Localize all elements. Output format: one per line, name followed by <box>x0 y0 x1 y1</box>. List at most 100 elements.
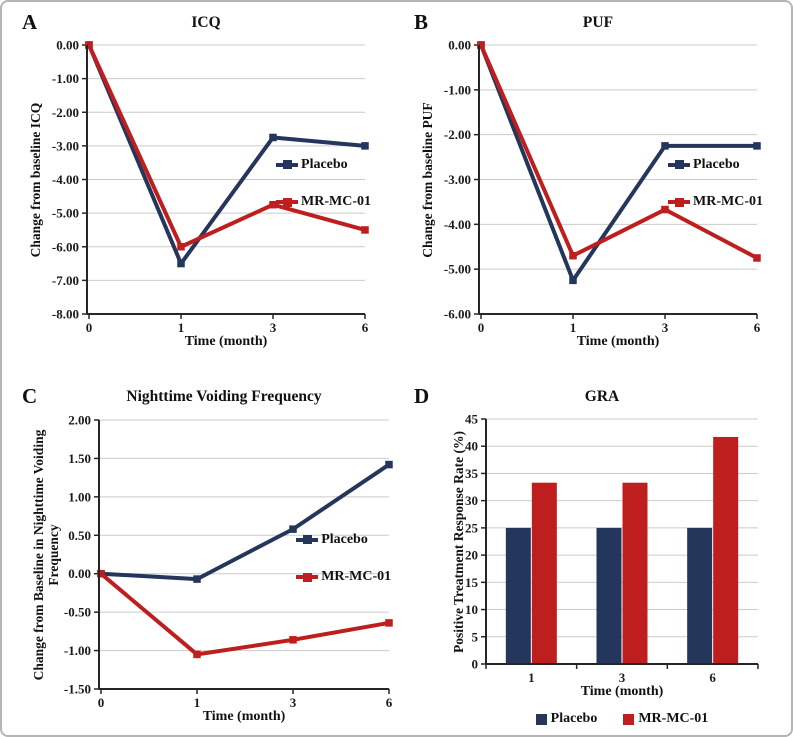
legend-item-mr-mc-01: MR-MC-01 <box>296 568 391 586</box>
panel-b-puf: B PUF Change from baseline PUF 0.00 -1.00… <box>402 8 790 370</box>
bar-Placebo <box>596 527 622 664</box>
x-tick-label: 6 <box>754 320 761 335</box>
series-line-Placebo <box>100 462 391 582</box>
mr-mc-01-line-marker-swatch <box>668 197 691 207</box>
y-tick-label: 35 <box>465 466 479 481</box>
legend-label-placebo: Placebo <box>321 531 368 547</box>
bar-MR-MC-01 <box>622 482 648 664</box>
panel-letter: C <box>22 384 38 408</box>
x-tick-label: 0 <box>86 320 93 335</box>
y-tick-label: -1.00 <box>444 82 471 97</box>
marker-MR-MC-01 <box>569 251 577 260</box>
legend-item-placebo: Placebo <box>668 156 740 174</box>
panel-c-nighttime-voiding-frequency: C Nighttime Voiding Frequency Change fro… <box>10 374 398 735</box>
marker-Placebo <box>361 142 369 150</box>
mr-mc-01-line-marker-swatch <box>276 197 299 207</box>
y-tick-label: 0 <box>472 657 479 672</box>
y-tick-label: -8.00 <box>52 307 79 322</box>
x-tick-label: 3 <box>662 320 669 335</box>
mr-mc-01-marker-icon <box>675 197 685 207</box>
placebo-line-marker-swatch <box>276 160 299 170</box>
series-line-MR-MC-01 <box>479 44 758 260</box>
plot-area-gra: 45 40 35 30 25 20 15 10 5 0 1 3 6 <box>465 412 759 685</box>
x-tick-label: 6 <box>362 320 369 335</box>
marker-MR-MC-01 <box>753 254 761 262</box>
y-tick-label: -4.00 <box>52 172 79 187</box>
placebo-marker-icon <box>675 160 685 170</box>
x-tick-label: 1 <box>178 320 185 335</box>
marker-Placebo <box>289 525 297 533</box>
y-tick-label: 2.00 <box>68 413 91 428</box>
y-tick-label: -3.00 <box>444 172 471 187</box>
marker-Placebo <box>193 575 201 583</box>
bar-Placebo <box>687 527 713 664</box>
marker-MR-MC-01 <box>477 41 485 49</box>
legend-item-mr-mc-01: MR-MC-01 <box>276 193 371 211</box>
panel-a-icq: A ICQ Change from baseline ICQ 0.00 -1.00… <box>10 8 398 370</box>
legend-label-mr-mc-01: MR-MC-01 <box>321 569 392 585</box>
y-tick-label: 25 <box>465 520 479 535</box>
y-tick-label: -2.00 <box>444 127 471 142</box>
y-tick-label: -1.00 <box>52 71 79 86</box>
x-tick-label: 0 <box>478 320 485 335</box>
y-tick-label: -3.00 <box>52 138 79 153</box>
marker-MR-MC-01 <box>661 205 669 214</box>
placebo-swatch-icon <box>535 713 547 725</box>
y-tick-label: 0.00 <box>56 38 79 53</box>
y-tick-label: 0.00 <box>448 38 471 53</box>
bar-Placebo <box>505 527 531 664</box>
marker-Placebo <box>269 133 277 142</box>
legend-item-mr-mc-01: MR-MC-01 <box>668 193 763 211</box>
marker-Placebo <box>177 259 185 268</box>
y-tick-label: -4.00 <box>444 217 471 232</box>
y-tick-label: 40 <box>465 439 478 454</box>
y-tick-label: -5.00 <box>444 262 471 277</box>
marker-MR-MC-01 <box>97 569 105 578</box>
x-tick-label: 3 <box>619 670 626 685</box>
y-tick-label: 0.00 <box>68 566 91 581</box>
x-tick-label: 0 <box>98 695 105 710</box>
series-line-MR-MC-01 <box>87 44 366 249</box>
x-tick-label: 6 <box>386 695 393 710</box>
placebo-line-marker-swatch <box>296 535 319 545</box>
y-tick-label: 5 <box>472 629 479 644</box>
bar-MR-MC-01 <box>713 436 739 664</box>
marker-Placebo <box>385 460 393 469</box>
mr-mc-01-marker-icon <box>303 572 313 582</box>
y-tick-label: 15 <box>465 575 479 590</box>
legend: Placebo MR-MC-01 <box>486 710 758 728</box>
legend-item-placebo: Placebo <box>296 531 368 549</box>
y-tick-label: -0.50 <box>64 605 91 620</box>
marker-MR-MC-01 <box>361 226 369 234</box>
y-tick-label: -1.00 <box>64 643 91 658</box>
placebo-marker-icon <box>283 160 293 170</box>
series-line-Placebo <box>479 44 757 283</box>
y-tick-label: -1.50 <box>64 682 91 697</box>
marker-MR-MC-01 <box>269 200 277 209</box>
x-tick-label: 3 <box>290 695 297 710</box>
y-tick-label: 0.50 <box>68 528 91 543</box>
panel-letter: A <box>22 10 38 34</box>
x-axis-label: Time (month) <box>576 334 660 349</box>
mr-mc-01-marker-icon <box>283 197 293 207</box>
x-tick-label: 1 <box>194 695 201 710</box>
legend-label-mr-mc-01: MR-MC-01 <box>693 194 764 210</box>
y-tick-label: -2.00 <box>52 105 79 120</box>
x-tick-label: 1 <box>528 670 535 685</box>
legend-label-placebo: Placebo <box>550 711 598 726</box>
placebo-line-marker-swatch <box>668 160 691 170</box>
marker-MR-MC-01 <box>289 636 297 644</box>
x-tick-label: 1 <box>570 320 577 335</box>
legend-item-mr-mc-01: MR-MC-01 <box>623 710 708 728</box>
mr-mc-01-swatch-icon <box>623 713 635 725</box>
legend-label-mr-mc-01: MR-MC-01 <box>638 711 709 726</box>
panel-letter: D <box>414 384 430 408</box>
series-line-Placebo <box>87 44 366 266</box>
legend-label-placebo: Placebo <box>301 156 348 172</box>
marker-MR-MC-01 <box>193 650 201 659</box>
y-tick-label: 30 <box>465 493 478 508</box>
panel-d-gra: D GRA Positive Treatment Response Rate (… <box>402 374 790 735</box>
legend-label-placebo: Placebo <box>693 156 740 172</box>
x-tick-label: 3 <box>270 320 277 335</box>
